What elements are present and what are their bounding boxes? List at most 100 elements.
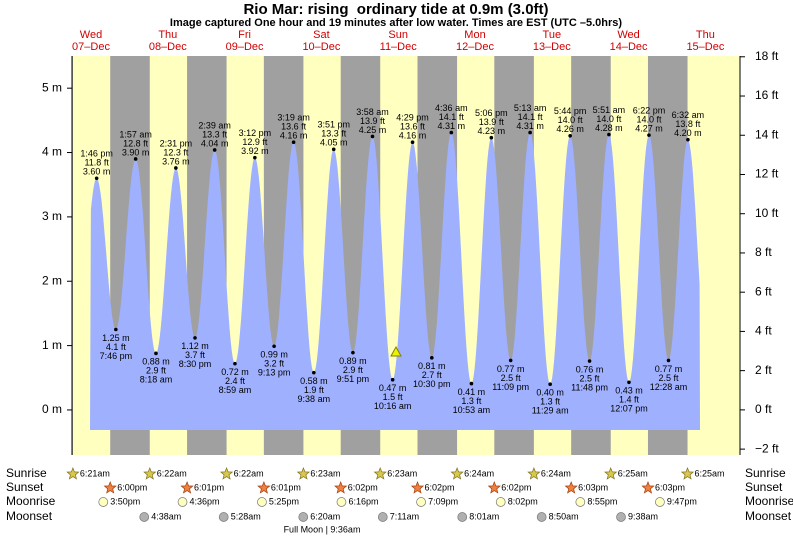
- tide-point: [233, 361, 237, 366]
- sunrise-icon: [296, 467, 311, 480]
- tide-point: [114, 327, 118, 332]
- tide-point: [291, 140, 296, 145]
- tide-time: 2:31 pm: [160, 138, 193, 148]
- day-date: 08–Dec: [149, 41, 187, 53]
- tide-feet: 14.1 ft: [439, 112, 465, 122]
- sunrise-icon: [450, 467, 464, 480]
- almanac-row-label: Moonset: [745, 509, 792, 523]
- almanac-time: 6:03pm: [655, 482, 685, 492]
- tide-feet: 13.9 ft: [479, 117, 505, 127]
- tide-time: 5:13 am: [514, 103, 547, 113]
- almanac-time: 6:22am: [234, 468, 264, 478]
- tide-time: 2:39 am: [198, 120, 231, 130]
- almanac-time: 6:25am: [618, 468, 648, 478]
- tide-feet: 14.0 ft: [558, 115, 584, 125]
- moonrise-icon: [575, 497, 586, 507]
- sunrise-icon: [604, 467, 618, 480]
- tide-point: [193, 336, 197, 340]
- tide-point: [351, 350, 355, 355]
- tide-time: 3:12 pm: [239, 128, 272, 138]
- tide-feet: 13.6 ft: [400, 122, 426, 132]
- tide-meters: 4.31 m: [438, 121, 466, 131]
- moonset-icon: [377, 512, 388, 522]
- almanac-time: 6:02pm: [501, 482, 531, 492]
- day-weekday: Thu: [696, 29, 715, 41]
- tide-feet: 3.7 ft: [185, 350, 206, 360]
- tide-time: 5:06 pm: [475, 108, 508, 118]
- tide-feet: 2.5 ft: [501, 373, 522, 383]
- tide-feet: 13.8 ft: [675, 119, 701, 129]
- y2-tick-label: −2 ft: [755, 441, 779, 455]
- sunset-icon: [334, 481, 348, 494]
- sunset-icon: [564, 481, 578, 494]
- almanac-time: 8:02pm: [508, 496, 538, 506]
- tide-meters: 4.25 m: [359, 125, 387, 135]
- tide-feet: 12.3 ft: [163, 147, 189, 157]
- day-weekday: Tue: [543, 29, 562, 41]
- almanac-time: 6:23am: [387, 468, 417, 478]
- almanac-row-label: Moonset: [6, 509, 53, 523]
- day-date: 15–Dec: [686, 41, 724, 53]
- tide-feet: 1.4 ft: [619, 395, 640, 405]
- tide-meters: 0.76 m: [576, 364, 604, 374]
- tide-meters: 4.04 m: [201, 138, 229, 148]
- tide-time: 9:38 am: [298, 394, 331, 404]
- tide-time: 8:59 am: [219, 385, 252, 395]
- tide-meters: 4.27 m: [635, 124, 663, 134]
- y-tick-label: 2 m: [42, 273, 62, 287]
- almanac-row-label: Moonrise: [6, 494, 56, 508]
- tide-time: 11:29 am: [532, 406, 569, 416]
- tide-meters: 0.77 m: [655, 364, 683, 374]
- moon-phase: Full Moon | 9:36am: [284, 524, 361, 534]
- tide-time: 4:36 am: [435, 103, 468, 113]
- tide-meters: 0.58 m: [300, 376, 328, 386]
- almanac-row-label: Sunrise: [6, 466, 47, 480]
- day-weekday: Wed: [80, 29, 102, 41]
- almanac-time: 6:02pm: [425, 482, 455, 492]
- tide-time: 5:51 am: [593, 105, 626, 115]
- tide-point: [331, 147, 336, 152]
- y2-tick-label: 0 ft: [755, 402, 772, 416]
- y-tick-label: 3 m: [42, 209, 62, 223]
- chart-subtitle: Image captured One hour and 19 minutes a…: [170, 17, 622, 29]
- tide-meters: 4.16 m: [399, 131, 427, 141]
- moonrise-icon: [655, 497, 665, 507]
- tide-point: [449, 130, 454, 135]
- tide-point: [253, 155, 257, 160]
- almanac-time: 6:16pm: [348, 496, 378, 506]
- tide-time: 1:46 pm: [80, 149, 113, 159]
- moonset-icon: [218, 512, 229, 522]
- tide-time: 7:46 pm: [100, 351, 133, 361]
- moonrise-icon: [336, 497, 347, 507]
- tide-meters: 0.77 m: [497, 364, 525, 374]
- moonrise-icon: [177, 497, 188, 507]
- tide-time: 3:58 am: [356, 107, 389, 117]
- day-date: 13–Dec: [533, 41, 571, 53]
- tide-time: 10:30 pm: [413, 379, 451, 389]
- tide-meters: 4.20 m: [674, 128, 702, 138]
- tide-meters: 4.23 m: [478, 126, 506, 136]
- tide-point: [627, 380, 631, 385]
- tide-feet: 13.3 ft: [202, 129, 228, 139]
- tide-point: [508, 358, 513, 363]
- day-date: 09–Dec: [226, 41, 264, 53]
- tide-meters: 3.60 m: [83, 167, 111, 177]
- tide-meters: 1.25 m: [102, 333, 130, 343]
- tide-meters: 4.16 m: [280, 131, 308, 141]
- almanac-time: 3:50pm: [110, 496, 140, 506]
- tide-feet: 13.9 ft: [360, 116, 386, 126]
- y-tick-label: 0 m: [42, 402, 62, 416]
- sunset-icon: [410, 481, 425, 494]
- almanac-time: 6:24am: [464, 468, 494, 478]
- tide-time: 11:09 pm: [492, 382, 529, 392]
- almanac-time: 6:24am: [541, 468, 571, 478]
- tide-point: [154, 351, 158, 356]
- almanac-time: 6:21am: [80, 468, 110, 478]
- tide-meters: 4.31 m: [516, 121, 544, 131]
- tide-feet: 2.5 ft: [658, 373, 679, 383]
- tide-time: 12:28 am: [650, 382, 688, 392]
- tide-meters: 4.28 m: [595, 123, 623, 133]
- sunrise-icon: [373, 467, 387, 480]
- tide-time: 9:13 pm: [258, 368, 291, 378]
- sunrise-icon: [219, 467, 234, 480]
